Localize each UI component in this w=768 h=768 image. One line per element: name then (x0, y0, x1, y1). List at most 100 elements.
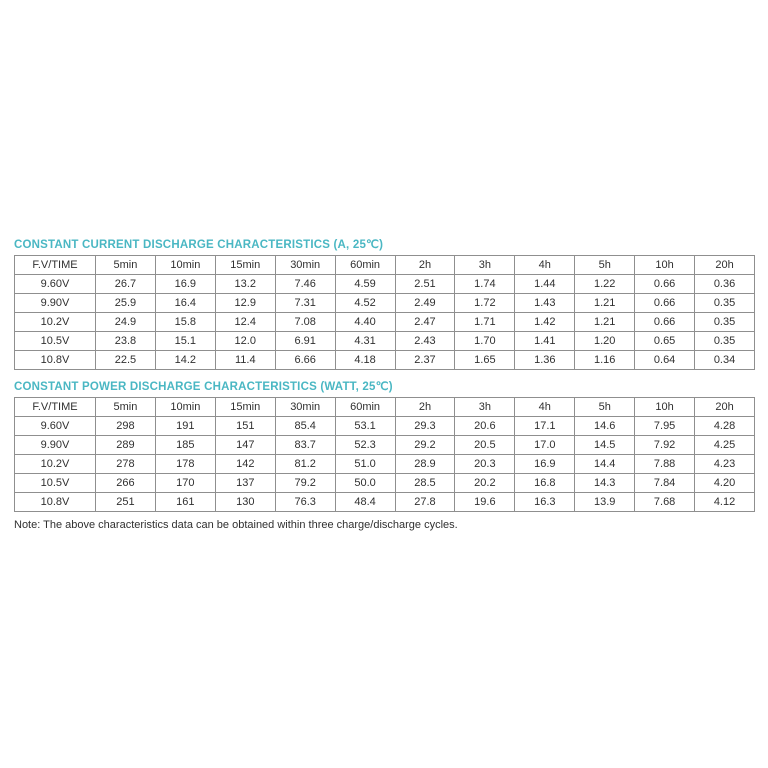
value-cell: 20.6 (454, 416, 516, 436)
value-cell: 81.2 (274, 454, 336, 474)
value-cell: 1.71 (454, 312, 516, 332)
value-cell: 23.8 (95, 331, 156, 351)
value-cell: 79.2 (274, 473, 336, 493)
time-column-header: 60min (334, 397, 396, 417)
value-cell: 266 (95, 473, 156, 493)
value-cell: 147 (214, 435, 276, 455)
constant-current-block: CONSTANT CURRENT DISCHARGE CHARACTERISTI… (14, 238, 755, 370)
value-cell: 17.1 (514, 416, 576, 436)
value-cell: 22.5 (95, 350, 156, 370)
value-cell: 0.64 (634, 350, 696, 370)
value-cell: 51.0 (334, 454, 396, 474)
value-cell: 251 (95, 492, 156, 512)
time-column-header: 5min (95, 397, 156, 417)
constant-current-table-title: CONSTANT CURRENT DISCHARGE CHARACTERISTI… (14, 239, 384, 251)
value-cell: 1.43 (514, 293, 576, 313)
value-cell: 17.0 (514, 435, 576, 455)
value-cell: 28.5 (394, 473, 456, 493)
table-row: 10.2V 278 178 142 81.2 51.0 28.9 20.3 16.9 14.4 7.… (14, 454, 755, 474)
time-column-header: 5min (95, 255, 156, 275)
value-cell: 7.08 (274, 312, 336, 332)
value-cell: 2.43 (394, 331, 456, 351)
value-cell: 4.31 (334, 331, 396, 351)
value-cell: 20.2 (454, 473, 516, 493)
table-row: 10.5V 23.8 15.1 12.0 6.91 4.31 2.43 1.70 1.41 1.2… (14, 331, 755, 351)
value-cell: 4.28 (694, 416, 755, 436)
table-row: 10.5V 266 170 137 79.2 50.0 28.5 20.2 16.8 14.3 7.… (14, 473, 755, 493)
time-column-header: 5h (574, 397, 636, 417)
value-cell: 14.2 (154, 350, 216, 370)
value-cell: 26.7 (95, 274, 156, 294)
value-cell: 161 (154, 492, 216, 512)
time-column-header: 20h (694, 255, 755, 275)
time-column-header: 30min (274, 255, 336, 275)
value-cell: 6.66 (274, 350, 336, 370)
fv-time-header: F.V/TIME (14, 255, 96, 275)
value-cell: 4.20 (694, 473, 755, 493)
value-cell: 53.1 (334, 416, 396, 436)
value-cell: 4.52 (334, 293, 396, 313)
value-cell: 16.8 (514, 473, 576, 493)
value-cell: 7.46 (274, 274, 336, 294)
header-row: F.V/TIME 5min 10min 15min 30min 60min 2h 3h 4h 5h… (14, 397, 755, 417)
value-cell: 14.3 (574, 473, 636, 493)
voltage-row-header: 9.60V (14, 416, 96, 436)
value-cell: 1.44 (514, 274, 576, 294)
time-column-header: 4h (514, 255, 576, 275)
value-cell: 2.51 (394, 274, 456, 294)
value-cell: 4.23 (694, 454, 755, 474)
value-cell: 13.9 (574, 492, 636, 512)
voltage-row-header: 10.2V (14, 454, 96, 474)
voltage-row-header: 10.5V (14, 331, 96, 351)
value-cell: 12.0 (214, 331, 276, 351)
value-cell: 7.31 (274, 293, 336, 313)
constant-current-discharge-table: F.V/TIME 5min 10min 15min 30min 60min 2h 3h 4h 5h… (14, 255, 755, 370)
value-cell: 7.68 (634, 492, 696, 512)
time-column-header: 15min (214, 255, 276, 275)
fv-time-header: F.V/TIME (14, 397, 96, 417)
value-cell: 1.70 (454, 331, 516, 351)
value-cell: 137 (214, 473, 276, 493)
value-cell: 4.12 (694, 492, 755, 512)
value-cell: 4.18 (334, 350, 396, 370)
table-row: 9.60V 298 191 151 85.4 53.1 29.3 20.6 17.1 14.6 7.… (14, 416, 755, 436)
value-cell: 4.40 (334, 312, 396, 332)
value-cell: 16.4 (154, 293, 216, 313)
value-cell: 4.59 (334, 274, 396, 294)
constant-power-table-title: CONSTANT POWER DISCHARGE CHARACTERISTICS… (14, 381, 393, 393)
value-cell: 0.35 (694, 331, 755, 351)
value-cell: 0.34 (694, 350, 755, 370)
value-cell: 24.9 (95, 312, 156, 332)
value-cell: 28.9 (394, 454, 456, 474)
table-row: 10.8V 22.5 14.2 11.4 6.66 4.18 2.37 1.65 1.36 1.1… (14, 350, 755, 370)
value-cell: 1.22 (574, 274, 636, 294)
time-column-header: 30min (274, 397, 336, 417)
value-cell: 170 (154, 473, 216, 493)
value-cell: 191 (154, 416, 216, 436)
note-text: Note: The above characteristics data can… (14, 519, 458, 531)
table-row: 9.60V 26.7 16.9 13.2 7.46 4.59 2.51 1.74 1.44 1.2… (14, 274, 755, 294)
table-row: 9.90V 25.9 16.4 12.9 7.31 4.52 2.49 1.72 1.43 1.2… (14, 293, 755, 313)
value-cell: 1.16 (574, 350, 636, 370)
discharge-characteristics-section: CONSTANT CURRENT DISCHARGE CHARACTERISTI… (14, 238, 755, 532)
time-column-header: 10h (634, 397, 696, 417)
time-column-header: 3h (454, 397, 516, 417)
value-cell: 20.3 (454, 454, 516, 474)
value-cell: 85.4 (274, 416, 336, 436)
value-cell: 14.6 (574, 416, 636, 436)
value-cell: 7.95 (634, 416, 696, 436)
value-cell: 12.4 (214, 312, 276, 332)
value-cell: 1.42 (514, 312, 576, 332)
value-cell: 7.92 (634, 435, 696, 455)
header-row: F.V/TIME 5min 10min 15min 30min 60min 2h 3h 4h 5h… (14, 255, 755, 275)
value-cell: 0.66 (634, 274, 696, 294)
value-cell: 1.72 (454, 293, 516, 313)
constant-power-block: CONSTANT POWER DISCHARGE CHARACTERISTICS… (14, 380, 755, 512)
value-cell: 0.36 (694, 274, 755, 294)
constant-power-discharge-table: F.V/TIME 5min 10min 15min 30min 60min 2h 3h 4h 5h… (14, 397, 755, 512)
value-cell: 76.3 (274, 492, 336, 512)
value-cell: 7.84 (634, 473, 696, 493)
value-cell: 25.9 (95, 293, 156, 313)
value-cell: 7.88 (634, 454, 696, 474)
